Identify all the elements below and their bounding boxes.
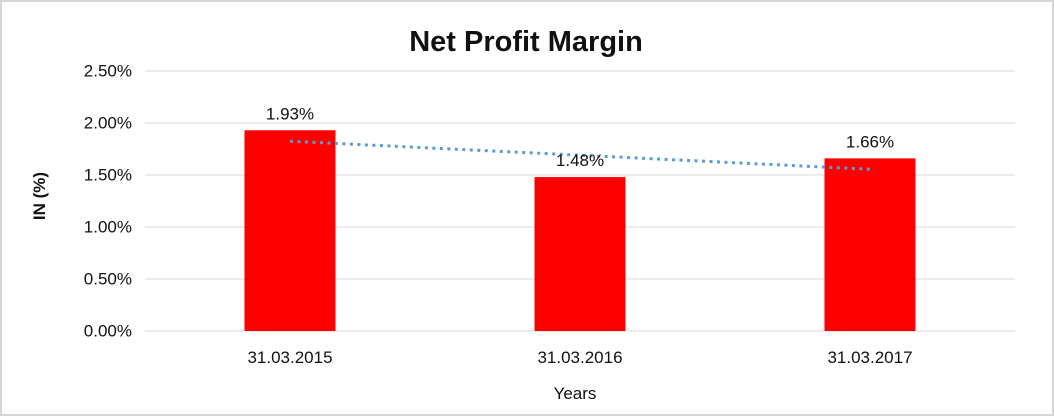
data-label: 1.93% bbox=[266, 104, 314, 123]
x-axis-title: Years bbox=[553, 384, 597, 403]
y-tick-label: 2.00% bbox=[84, 114, 132, 133]
y-tick-label: 1.00% bbox=[84, 218, 132, 237]
bar-31.03.2016 bbox=[534, 177, 626, 331]
bar-31.03.2017 bbox=[824, 158, 916, 331]
data-label: 1.48% bbox=[556, 151, 604, 170]
y-tick-label: 0.50% bbox=[84, 270, 132, 289]
y-tick-label: 0.00% bbox=[84, 322, 132, 341]
category-label: 31.03.2017 bbox=[827, 348, 912, 367]
bar-31.03.2015 bbox=[244, 130, 336, 331]
bars bbox=[244, 130, 916, 331]
category-label: 31.03.2016 bbox=[537, 348, 622, 367]
y-tick-labels: 0.00% 0.50% 1.00% 1.50% 2.00% 2.50% bbox=[84, 62, 132, 341]
y-tick-label: 1.50% bbox=[84, 166, 132, 185]
data-labels: 1.93% 1.48% 1.66% bbox=[266, 104, 894, 170]
category-label: 31.03.2015 bbox=[247, 348, 332, 367]
data-label: 1.66% bbox=[846, 132, 894, 151]
category-labels: 31.03.2015 31.03.2016 31.03.2017 bbox=[247, 348, 912, 367]
y-tick-label: 2.50% bbox=[84, 62, 132, 81]
chart-title: Net Profit Margin bbox=[409, 26, 643, 58]
